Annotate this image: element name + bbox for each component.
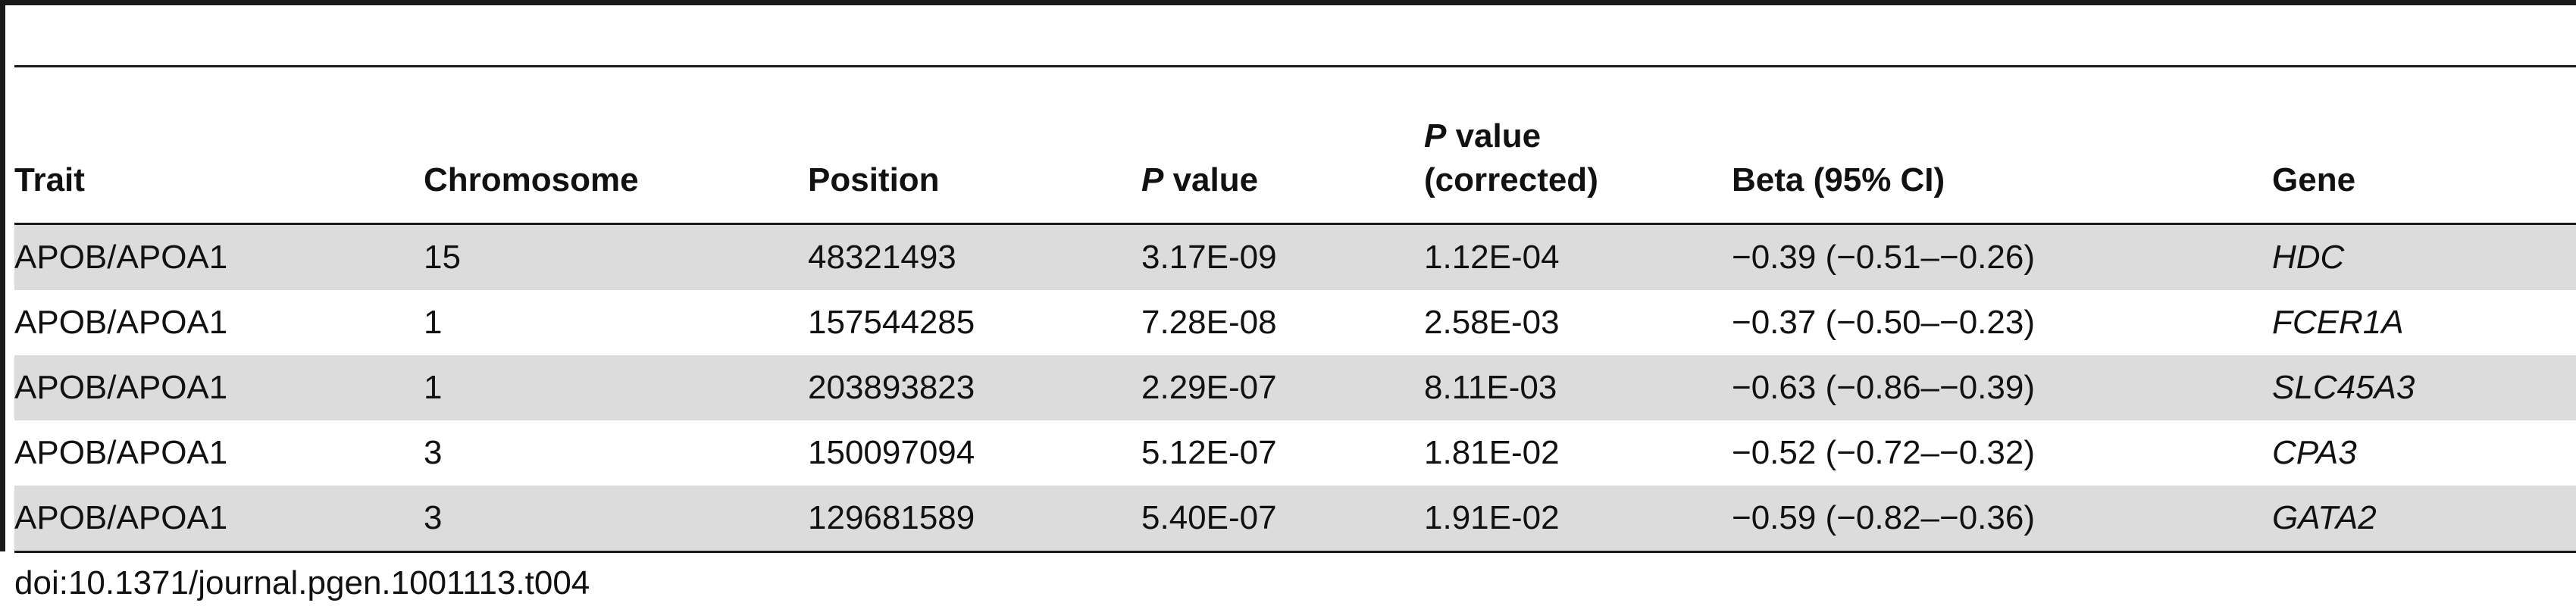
header-p-value-corrected: P value (corrected) xyxy=(1424,67,1732,225)
table-row: APOB/APOA1 15 48321493 3.17E-09 1.12E-04… xyxy=(14,223,2576,290)
cell-trait: APOB/APOA1 xyxy=(14,486,424,553)
cell-position: 203893823 xyxy=(808,355,1141,420)
cell-chromosome: 15 xyxy=(424,223,808,290)
cell-p-corrected: 1.91E-02 xyxy=(1424,486,1732,553)
table-row: APOB/APOA1 1 157544285 7.28E-08 2.58E-03… xyxy=(14,290,2576,355)
cell-chromosome: 3 xyxy=(424,434,443,471)
left-border-rule xyxy=(0,0,5,551)
cell-chromosome: 1 xyxy=(424,304,443,341)
cell-beta-ci: −0.39 (−0.51–−0.26) xyxy=(1732,223,2272,290)
cell-p-value: 7.28E-08 xyxy=(1141,304,1277,341)
cell-chromosome: 1 xyxy=(424,355,808,420)
cell-p-corrected: 8.11E-03 xyxy=(1424,355,1732,420)
top-border-rule xyxy=(0,0,2576,5)
table-row: APOB/APOA1 3 129681589 5.40E-07 1.91E-02… xyxy=(14,486,2576,553)
cell-position: 48321493 xyxy=(808,223,1141,290)
header-position: Position xyxy=(808,67,1141,225)
header-beta-ci: Beta (95% CI) xyxy=(1732,67,2272,225)
cell-beta-ci: −0.59 (−0.82–−0.36) xyxy=(1732,486,2272,553)
cell-p-value: 3.17E-09 xyxy=(1141,223,1424,290)
cell-chromosome: 3 xyxy=(424,486,808,553)
table-top-rule xyxy=(14,65,2576,67)
cell-beta-ci: −0.37 (−0.50–−0.23) xyxy=(1732,304,2035,341)
doi-footer[interactable]: doi:10.1371/journal.pgen.1001113.t004 xyxy=(14,564,590,601)
cell-trait: APOB/APOA1 xyxy=(14,223,424,290)
cell-gene: SLC45A3 xyxy=(2272,355,2576,420)
table-row: APOB/APOA1 3 150097094 5.12E-07 1.81E-02… xyxy=(14,420,2576,486)
cell-gene: HDC xyxy=(2272,223,2576,290)
cell-p-corrected: 1.81E-02 xyxy=(1424,434,1560,471)
table-header-row: Trait Chromosome Position P value P valu… xyxy=(14,67,2576,225)
cell-gene: GATA2 xyxy=(2272,486,2576,553)
table-row: APOB/APOA1 1 203893823 2.29E-07 8.11E-03… xyxy=(14,355,2576,420)
cell-position: 157544285 xyxy=(808,304,975,341)
cell-p-value: 2.29E-07 xyxy=(1141,355,1424,420)
header-p-value: P value xyxy=(1141,67,1424,225)
cell-p-corrected: 1.12E-04 xyxy=(1424,223,1732,290)
results-table-container: Trait Chromosome Position P value P valu… xyxy=(14,65,2576,553)
cell-p-value: 5.12E-07 xyxy=(1141,434,1277,471)
results-table: Trait Chromosome Position P value P valu… xyxy=(14,67,2576,553)
header-gene: Gene xyxy=(2272,67,2576,225)
cell-trait: APOB/APOA1 xyxy=(14,355,424,420)
cell-position: 150097094 xyxy=(808,434,975,471)
cell-position: 129681589 xyxy=(808,486,1141,553)
header-chromosome: Chromosome xyxy=(424,67,808,225)
cell-p-value: 5.40E-07 xyxy=(1141,486,1424,553)
cell-beta-ci: −0.63 (−0.86–−0.39) xyxy=(1732,355,2272,420)
cell-p-corrected: 2.58E-03 xyxy=(1424,304,1560,341)
cell-beta-ci: −0.52 (−0.72–−0.32) xyxy=(1732,434,2035,471)
header-trait: Trait xyxy=(14,67,424,225)
cell-gene: CPA3 xyxy=(2272,434,2357,471)
cell-trait: APOB/APOA1 xyxy=(14,304,228,341)
cell-trait: APOB/APOA1 xyxy=(14,434,228,471)
cell-gene: FCER1A xyxy=(2272,304,2404,341)
